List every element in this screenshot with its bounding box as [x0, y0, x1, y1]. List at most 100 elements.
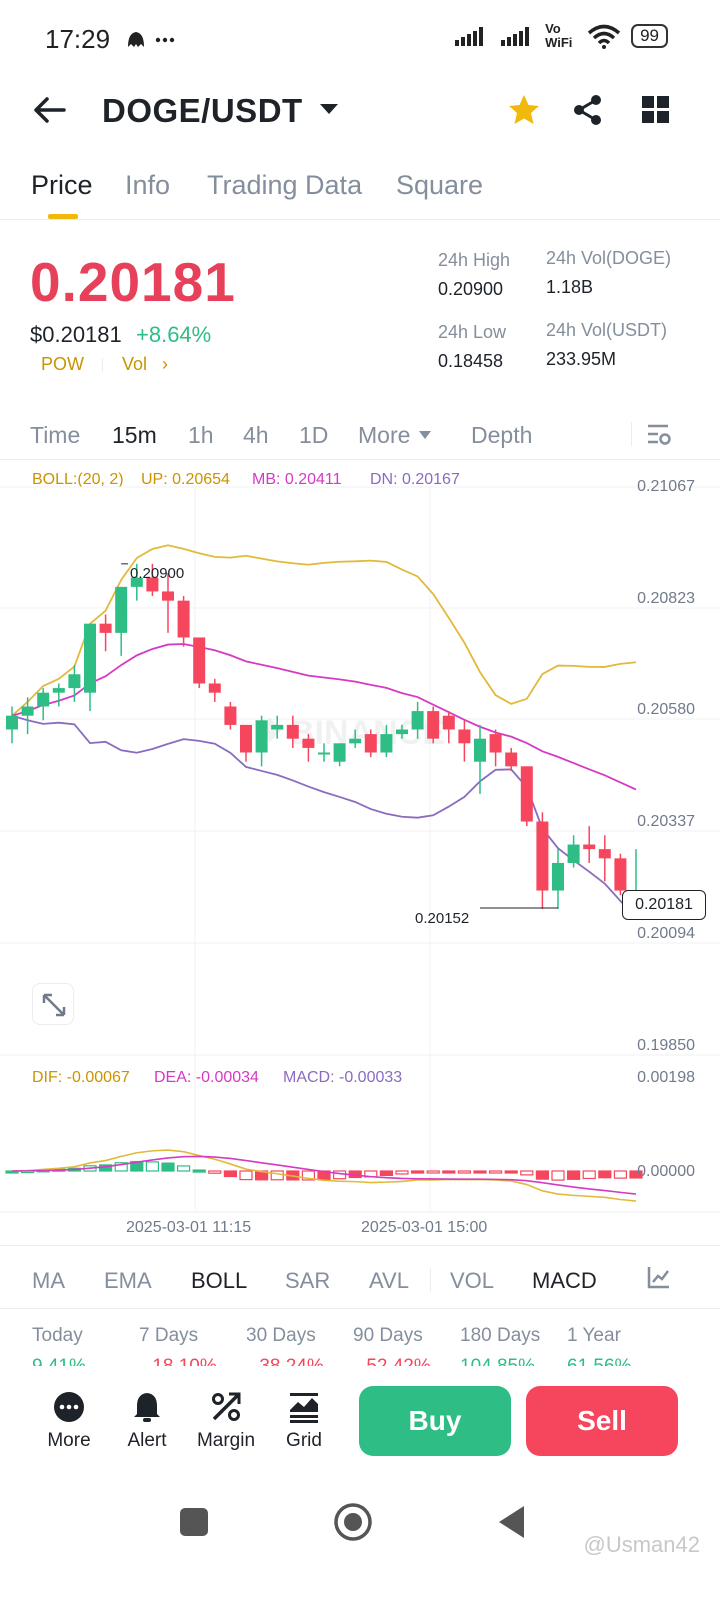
macd-histogram-bar — [270, 1170, 284, 1181]
tag-vol[interactable]: Vol — [122, 354, 148, 374]
interval-4h[interactable]: 4h — [243, 422, 269, 448]
signal-icon-2 — [501, 27, 530, 46]
tab-price[interactable]: Price — [31, 170, 93, 200]
grid-action[interactable]: Grid — [264, 1390, 344, 1452]
tab-info[interactable]: Info — [125, 170, 171, 200]
indicator-macd[interactable]: MACD — [532, 1268, 597, 1293]
candle-body — [271, 724, 284, 730]
candle-body — [520, 766, 533, 822]
macd-histogram-bar — [566, 1170, 581, 1180]
candle-body — [193, 637, 206, 684]
expand-icon[interactable] — [33, 984, 75, 1026]
last-price: 0.20181 — [30, 251, 236, 313]
back-arrow-icon[interactable] — [32, 94, 68, 126]
indicator-sar[interactable]: SAR — [285, 1268, 331, 1293]
caret-down-icon[interactable] — [318, 102, 340, 116]
candle-body — [364, 734, 377, 753]
macd-histogram-bar — [551, 1170, 565, 1181]
candle-body — [489, 734, 502, 753]
candle-body — [99, 623, 112, 633]
macd-dea-line — [11, 1155, 637, 1195]
share-icon[interactable] — [572, 93, 604, 127]
candle-body — [208, 683, 221, 693]
tab-trading-data[interactable]: Trading Data — [207, 170, 363, 200]
recent-apps-icon[interactable] — [180, 1508, 208, 1536]
vol-quote-value: 233.95M — [546, 349, 617, 369]
expand-chart-button[interactable] — [32, 983, 74, 1025]
perf-180d-label: 180 Days — [460, 1325, 541, 1346]
macd-dea-label: DEA: -0.00034 — [154, 1069, 259, 1086]
indicator-avl[interactable]: AVL — [369, 1268, 409, 1293]
indicator-boll[interactable]: BOLL — [191, 1268, 248, 1293]
grid-bot-icon[interactable] — [287, 1390, 321, 1424]
active-tab-indicator — [48, 214, 78, 219]
more-dots-icon[interactable] — [52, 1390, 86, 1424]
grid-menu-icon[interactable] — [641, 95, 671, 125]
home-icon[interactable] — [333, 1502, 373, 1542]
back-nav-icon[interactable] — [496, 1504, 528, 1540]
more-action[interactable]: More — [29, 1390, 109, 1452]
macd-histogram-bar — [426, 1170, 440, 1174]
margin-action[interactable]: Margin — [186, 1390, 266, 1452]
macd-histogram-bar — [520, 1170, 534, 1176]
interval-15m[interactable]: 15m — [112, 422, 157, 448]
high-24h-label: 24h High — [438, 250, 511, 270]
price-axis-label: 0.21067 — [637, 478, 695, 495]
interval-time[interactable]: Time — [30, 422, 81, 448]
buy-button[interactable]: Buy — [359, 1386, 511, 1456]
macd-histogram-bar — [613, 1170, 628, 1179]
boll-param-label: BOLL:(20, 2) — [32, 471, 124, 488]
sell-button[interactable]: Sell — [526, 1386, 678, 1456]
status-icons: Vo WiFi 99 — [453, 22, 668, 50]
indicator-divider — [430, 1268, 431, 1292]
perf-today-value: 9.41% — [32, 1354, 86, 1366]
current-price-tag: 0.20181 — [622, 890, 706, 920]
vol-base-value: 1.18B — [546, 277, 594, 297]
macd-histogram-bar — [411, 1170, 425, 1174]
macd-axis-label: 0.00198 — [637, 1069, 695, 1086]
alert-action-label: Alert — [127, 1430, 167, 1451]
indicator-vol[interactable]: VOL — [450, 1268, 495, 1293]
candle-body — [146, 577, 159, 592]
more-caret-icon[interactable] — [418, 430, 432, 440]
macd-histogram-bar — [582, 1170, 596, 1180]
macd-dif-line — [11, 1149, 637, 1202]
low-24h-value: 0.18458 — [438, 351, 504, 371]
interval-1h[interactable]: 1h — [188, 422, 214, 448]
alert-action[interactable]: Alert — [107, 1390, 187, 1452]
interval-1d[interactable]: 1D — [299, 422, 329, 448]
vol-quote-label: 24h Vol(USDT) — [546, 320, 668, 340]
status-notification-icons — [128, 32, 175, 47]
price-chart[interactable]: BINANCE — [0, 460, 720, 1250]
indicator-ma[interactable]: MA — [32, 1268, 65, 1293]
perf-90d-label: 90 Days — [353, 1325, 423, 1346]
tag-pow[interactable]: POW — [41, 354, 84, 374]
margin-percent-icon[interactable] — [209, 1390, 243, 1424]
macd-histogram-bar — [457, 1170, 471, 1174]
macd-histogram-bar — [301, 1170, 315, 1181]
interval-depth[interactable]: Depth — [471, 422, 533, 448]
macd-histogram-bar — [395, 1170, 409, 1175]
signal-icon-1 — [455, 27, 484, 46]
candle-body — [177, 600, 190, 638]
interval-bar: Time 15m 1h 4h 1D More Depth — [0, 410, 720, 460]
indicator-ema[interactable]: EMA — [104, 1268, 152, 1293]
boll-dn-label: DN: 0.20167 — [370, 471, 460, 488]
macd-histogram-bar — [114, 1162, 128, 1172]
high-marker-label: 0.20900 — [130, 565, 185, 582]
tab-square[interactable]: Square — [396, 170, 484, 200]
boll-middle-band — [11, 643, 637, 791]
chart-settings-icon[interactable] — [646, 422, 672, 448]
star-favorite-icon[interactable] — [507, 93, 541, 127]
interval-more[interactable]: More — [358, 422, 411, 448]
perf-1y-label: 1 Year — [567, 1325, 621, 1346]
candle-body — [614, 858, 627, 891]
perf-90d-value: -52.42% — [360, 1354, 431, 1366]
candle-body — [52, 688, 65, 693]
chevron-right-icon[interactable]: › — [162, 354, 168, 374]
bell-icon[interactable] — [130, 1390, 164, 1424]
indicator-settings-icon[interactable] — [646, 1264, 672, 1290]
trading-pair-title[interactable]: DOGE/USDT — [102, 92, 303, 129]
macd-histogram-bar — [223, 1170, 237, 1178]
wifi-icon — [587, 24, 621, 49]
